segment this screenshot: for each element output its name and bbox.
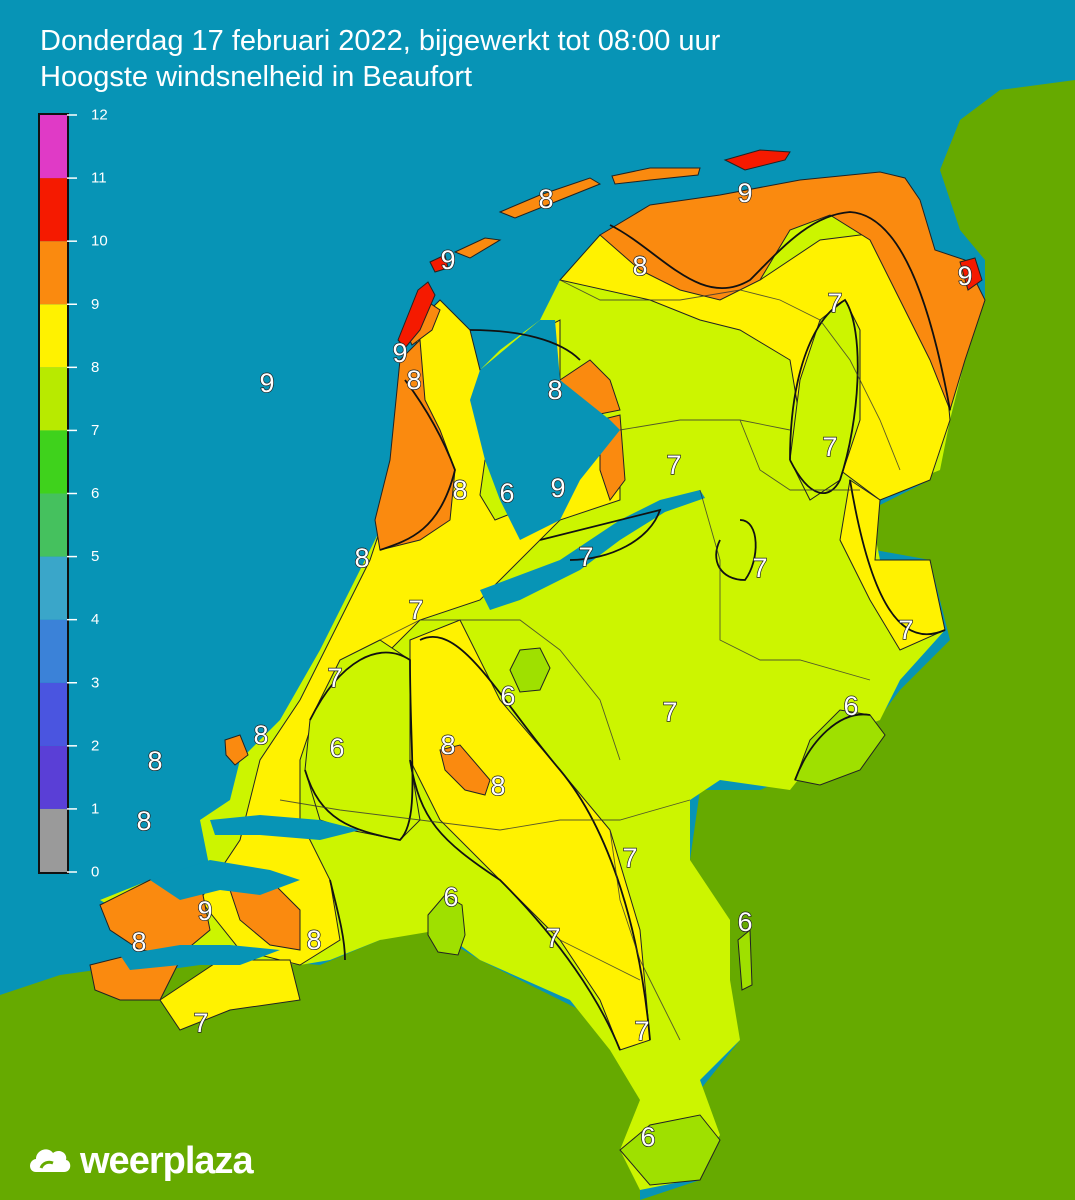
wind-value-label: 7 xyxy=(634,1016,649,1046)
legend-tick-label: 12 xyxy=(91,107,108,124)
province-borders xyxy=(279,279,901,1041)
wind-value-label: 7 xyxy=(827,288,842,318)
oosterschelde xyxy=(150,860,300,900)
wind-value-label: 8 xyxy=(632,251,647,281)
legend-tick-label: 7 xyxy=(91,422,99,439)
map-subtitle: Hoogste windsnelheid in Beaufort xyxy=(40,61,473,93)
wind-value-label: 8 xyxy=(147,746,162,776)
legend-swatch xyxy=(40,367,67,431)
wind-value-label: 8 xyxy=(490,771,505,801)
wind-value-label: 7 xyxy=(662,697,677,727)
wind-value-label: 7 xyxy=(545,923,560,953)
nieuwe-waterweg xyxy=(210,815,360,840)
zone-bft6-achterhoek xyxy=(794,709,886,786)
wind-value-label: 8 xyxy=(440,730,455,760)
legend-tick-label: 6 xyxy=(91,485,99,502)
wind-value-label: 9 xyxy=(259,368,274,398)
legend-swatch xyxy=(40,493,67,557)
wind-value-label: 6 xyxy=(737,907,752,937)
legend-tick-label: 10 xyxy=(91,233,108,250)
legend-tick-label: 8 xyxy=(91,359,99,376)
zone-bft9-noordholland xyxy=(374,338,456,551)
wind-value-label: 8 xyxy=(253,720,268,750)
randmeren xyxy=(480,490,705,610)
legend-tick-label: 2 xyxy=(91,737,99,754)
wind-value-label: 7 xyxy=(752,553,767,583)
zone-bft6-brabant xyxy=(427,894,466,956)
legend-tick-label: 11 xyxy=(91,170,107,187)
wind-value-label: 7 xyxy=(578,542,593,572)
legend-swatch xyxy=(40,556,67,620)
wind-value-label: 7 xyxy=(408,595,423,625)
island-vlieland xyxy=(453,237,502,259)
legend-tick-label: 1 xyxy=(91,800,99,817)
wind-value-label: 9 xyxy=(957,261,972,291)
map-title: Donderdag 17 februari 2022, bijgewerkt t… xyxy=(40,25,721,57)
wind-value-label: 7 xyxy=(898,615,913,645)
island-ameland xyxy=(611,167,701,185)
wind-value-label: 8 xyxy=(131,927,146,957)
island-terschelling xyxy=(498,177,602,219)
legend-swatch xyxy=(40,682,67,746)
wind-value-label: 8 xyxy=(538,184,553,214)
wind-value-label: 6 xyxy=(443,882,458,912)
weerplaza-logo: weerplaza xyxy=(26,1138,254,1184)
zone-bft6-limburg xyxy=(619,1114,721,1186)
legend-swatch xyxy=(40,241,67,305)
isolines xyxy=(304,211,951,1051)
legend-swatch xyxy=(40,178,67,242)
zone-bft8-rivers xyxy=(409,619,651,1051)
zone-bft10-delfzijl xyxy=(959,257,983,291)
legend-swatch xyxy=(40,304,67,368)
legend-tick-label: 5 xyxy=(91,548,99,565)
wind-value-label: 8 xyxy=(406,365,421,395)
zone-bft6-utrecht xyxy=(509,647,551,693)
wind-value-label: 8 xyxy=(354,543,369,573)
legend-tick-label: 0 xyxy=(91,864,99,881)
wind-value-label: 6 xyxy=(640,1122,655,1152)
wind-value-label: 7 xyxy=(622,843,637,873)
brand-name: weerplaza xyxy=(80,1139,254,1182)
legend-tick-label: 4 xyxy=(91,611,99,628)
legend-tick-label: 3 xyxy=(91,674,99,691)
wind-value-label: 7 xyxy=(327,663,342,693)
wind-value-label: 9 xyxy=(550,473,565,503)
zone-bft9-rotterdam xyxy=(224,734,249,766)
wind-value-label: 9 xyxy=(197,896,212,926)
wind-value-label: 6 xyxy=(329,733,344,763)
legend-swatch xyxy=(40,745,67,809)
wind-value-label: 7 xyxy=(666,450,681,480)
wind-value-label: 8 xyxy=(136,806,151,836)
wind-value-label: 9 xyxy=(440,245,455,275)
legend-swatch xyxy=(40,808,67,872)
wind-value-label: 6 xyxy=(500,681,515,711)
wind-value-label: 7 xyxy=(822,432,837,462)
legend-swatch xyxy=(40,619,67,683)
zone-bft10-ameland xyxy=(723,149,791,171)
zone-bft10-texel-coast xyxy=(397,281,436,349)
legend-tick-label: 9 xyxy=(91,296,99,313)
zone-bft9-betuwe xyxy=(439,744,491,796)
zone-bft10-vlieland xyxy=(429,254,449,273)
legend-swatch xyxy=(40,430,67,494)
wind-value-label: 6 xyxy=(843,691,858,721)
cloud-logo-icon xyxy=(30,1149,71,1172)
wind-value-label: 8 xyxy=(452,475,467,505)
wind-value-label: 8 xyxy=(306,925,321,955)
westerschelde xyxy=(120,945,280,970)
wind-value-label: 6 xyxy=(499,478,514,508)
wind-value-label: 8 xyxy=(547,375,562,405)
wind-value-label: 9 xyxy=(737,178,752,208)
land-germany xyxy=(640,80,1075,1200)
zone-bft6-venlo xyxy=(737,928,753,991)
wind-value-label: 7 xyxy=(193,1008,208,1038)
ijsselmeer xyxy=(470,320,620,540)
wind-value-label: 9 xyxy=(392,338,407,368)
legend-swatch xyxy=(40,115,67,179)
